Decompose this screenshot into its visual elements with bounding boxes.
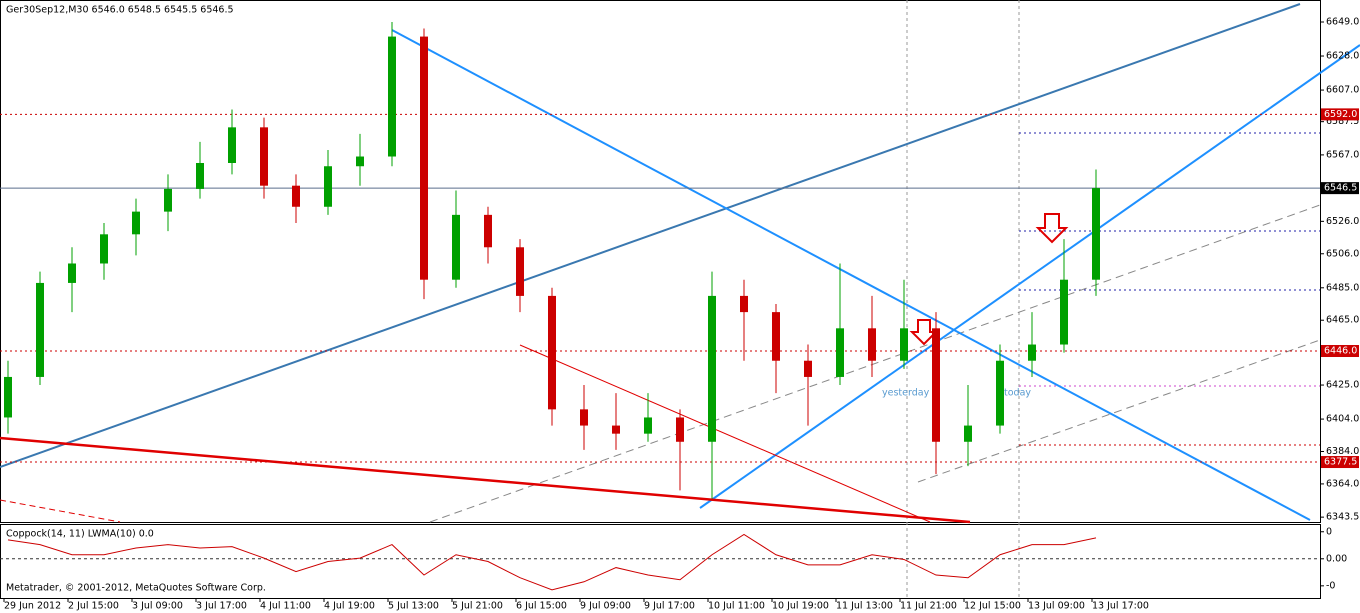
trendline <box>391 29 1311 521</box>
candle-body <box>1060 279 1068 345</box>
y-tick-label: -0 <box>1326 580 1335 591</box>
candle-body <box>1028 344 1036 361</box>
level-label: 6546.5 <box>1324 183 1357 194</box>
x-tick-label: 3 Jul 17:00 <box>196 601 247 612</box>
candle-body <box>420 36 428 280</box>
candle-body <box>36 282 44 377</box>
y-tick-label: 6649.0 <box>1326 16 1359 27</box>
x-tick-label: 10 Jul 19:00 <box>772 601 829 612</box>
x-tick-label: 11 Jul 13:00 <box>836 601 893 612</box>
candle-body <box>548 295 556 410</box>
annotation: yesterday <box>882 388 930 399</box>
candle-body <box>356 156 364 167</box>
y-tick-label: 6485.0 <box>1326 282 1359 293</box>
candle-body <box>196 162 204 189</box>
candle-body <box>4 376 12 418</box>
trendline <box>429 204 1321 523</box>
candle-body <box>100 234 108 264</box>
candle-body <box>132 211 140 235</box>
candle-body <box>580 409 588 426</box>
candle-body <box>740 295 748 313</box>
candle-body <box>804 360 812 377</box>
y-tick-label: 6506.0 <box>1326 248 1359 259</box>
x-tick-label: 3 Jul 09:00 <box>132 601 183 612</box>
candle-body <box>452 214 460 280</box>
candle-body <box>164 188 172 212</box>
chart-title: Ger30Sep12,M30 6546.0 6548.5 6545.5 6546… <box>6 5 234 16</box>
arrow <box>1035 213 1069 244</box>
y-tick-label: 6364.0 <box>1326 478 1359 489</box>
x-tick-label: 29 Jun 2012 <box>4 601 61 612</box>
x-tick-label: 13 Jul 17:00 <box>1092 601 1149 612</box>
arrow <box>909 319 939 346</box>
x-tick-label: 9 Jul 17:00 <box>644 601 695 612</box>
x-tick-label: 4 Jul 11:00 <box>260 601 311 612</box>
level-badge <box>1321 182 1359 195</box>
x-tick-label: 9 Jul 09:00 <box>580 601 631 612</box>
x-tick-label: 5 Jul 13:00 <box>388 601 439 612</box>
candle-body <box>964 425 972 442</box>
candle-body <box>836 328 844 377</box>
level-badge <box>1321 108 1359 121</box>
candle-body <box>644 417 652 434</box>
candle-body <box>484 214 492 248</box>
x-tick-label: 2 Jul 15:00 <box>68 601 119 612</box>
candle-body <box>772 312 780 361</box>
candle-body <box>388 36 396 157</box>
candle-body <box>516 247 524 296</box>
level-label: 6377.5 <box>1324 457 1357 468</box>
indicator-panel <box>0 524 1321 599</box>
x-tick-label: 4 Jul 19:00 <box>324 601 375 612</box>
candle-body <box>996 360 1004 426</box>
candle-body <box>612 425 620 434</box>
level-badge <box>1321 456 1359 469</box>
candle-body <box>260 127 268 186</box>
level-label: 6446.0 <box>1324 346 1357 357</box>
trendline <box>917 339 1321 483</box>
candle-body <box>292 185 300 207</box>
x-tick-label: 5 Jul 21:00 <box>452 601 503 612</box>
y-tick-label: 0 <box>1326 526 1332 537</box>
trendline <box>0 436 971 524</box>
y-tick-label: 6404.0 <box>1326 414 1359 425</box>
candle-body <box>228 127 236 163</box>
trendline <box>0 499 121 523</box>
annotation: today <box>1004 388 1031 399</box>
y-tick-label: 6567.0 <box>1326 149 1359 160</box>
candle-body <box>324 166 332 207</box>
trendline <box>519 344 931 523</box>
x-tick-label: 12 Jul 15:00 <box>964 601 1021 612</box>
candle-body <box>708 295 716 442</box>
y-tick-label: 0.00 <box>1326 553 1347 564</box>
x-tick-label: 13 Jul 09:00 <box>1028 601 1085 612</box>
y-tick-label: 6628.0 <box>1326 51 1359 62</box>
level-badge <box>1321 345 1359 358</box>
y-tick-label: 6465.0 <box>1326 315 1359 326</box>
candle-body <box>68 263 76 283</box>
candle-body <box>932 328 940 442</box>
price-panel <box>0 0 1321 523</box>
candle-body <box>1092 188 1100 280</box>
trendline <box>0 3 1301 468</box>
footer: Metatrader, © 2001-2012, MetaQuotes Soft… <box>6 583 266 594</box>
drawings <box>0 0 1360 598</box>
indicator-line <box>7 533 1097 591</box>
y-tick-label: 6384.0 <box>1326 446 1359 457</box>
candle-body <box>868 328 876 361</box>
trendline <box>699 44 1360 509</box>
level-label: 6592.0 <box>1324 109 1357 120</box>
x-tick-label: 11 Jul 21:00 <box>900 601 957 612</box>
candle-body <box>900 328 908 361</box>
indicator-title: Coppock(14, 11) LWMA(10) 0.0 <box>6 529 154 540</box>
x-tick-label: 6 Jul 15:00 <box>516 601 567 612</box>
y-tick-label: 6607.0 <box>1326 85 1359 96</box>
y-tick-label: 6587.5 <box>1326 116 1359 127</box>
x-tick-label: 10 Jul 11:00 <box>708 601 765 612</box>
y-tick-label: 6526.0 <box>1326 216 1359 227</box>
y-tick-label: 6343.5 <box>1326 512 1359 523</box>
candle-body <box>676 417 684 442</box>
y-tick-label: 6425.0 <box>1326 380 1359 391</box>
